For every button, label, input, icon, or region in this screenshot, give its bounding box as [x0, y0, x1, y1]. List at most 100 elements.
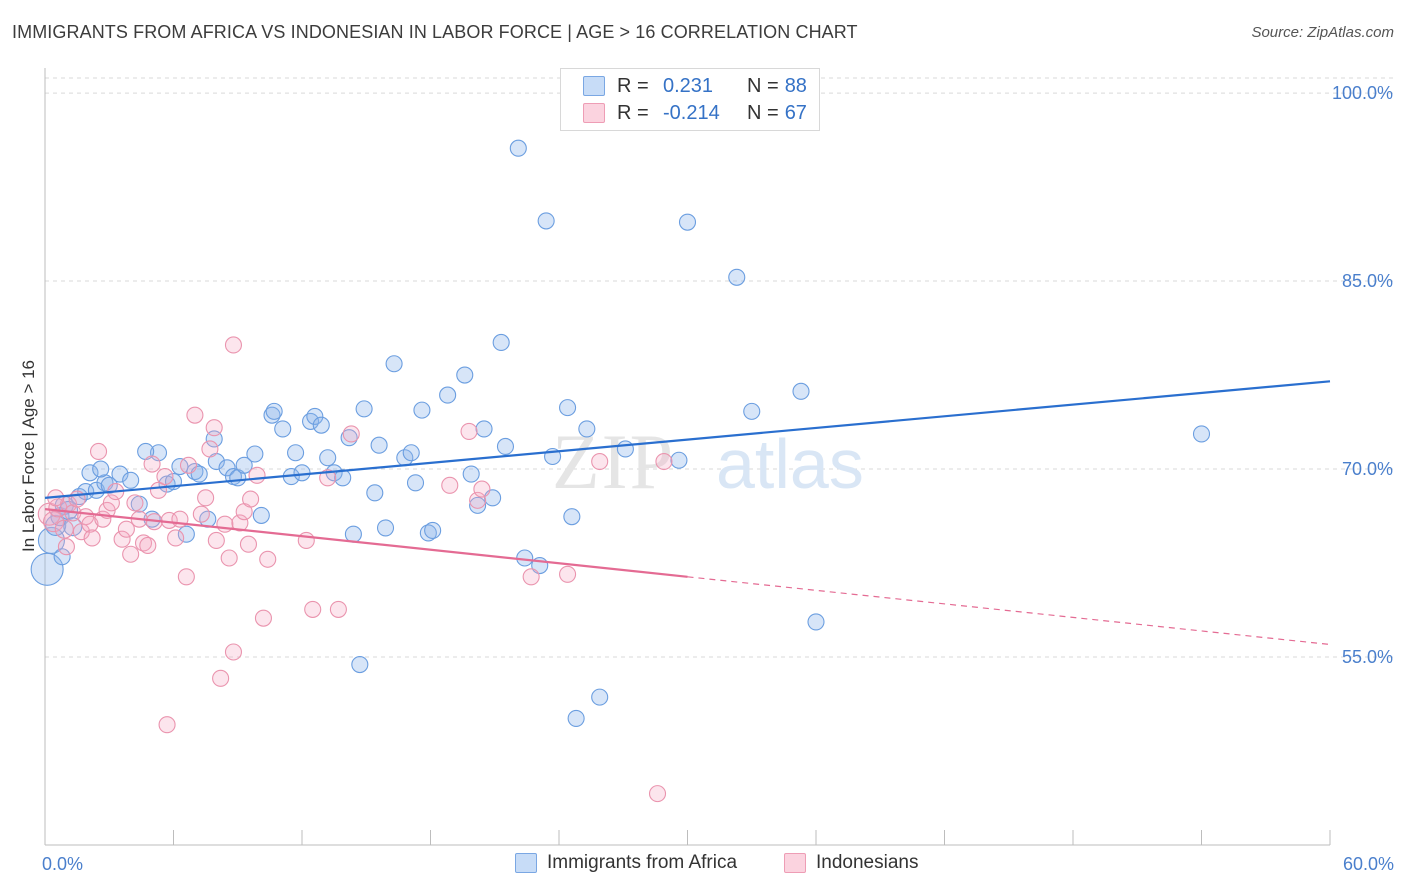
- data-point: [197, 489, 215, 507]
- data-point: [355, 400, 373, 418]
- data-point: [179, 456, 198, 474]
- data-point: [351, 655, 369, 674]
- data-point: [100, 476, 118, 494]
- watermark-atlas: atlas: [716, 425, 864, 503]
- data-point: [167, 529, 185, 547]
- data-point: [728, 268, 746, 286]
- data-point: [439, 386, 457, 404]
- x-tick-labels: 0.0% 60.0%: [42, 854, 1394, 874]
- chart-title: IMMIGRANTS FROM AFRICA VS INDONESIAN IN …: [12, 22, 858, 42]
- legend-label-indonesians: Indonesians: [816, 852, 919, 873]
- watermark-zip: ZIP: [552, 418, 675, 505]
- data-point: [537, 212, 555, 230]
- data-point: [376, 519, 395, 537]
- data-point: [522, 568, 540, 586]
- y-tick-labels: 55.0% 70.0% 85.0% 100.0%: [1332, 83, 1393, 667]
- data-point: [1192, 425, 1211, 443]
- legend-r-value: 0.231: [663, 74, 714, 97]
- data-point: [563, 508, 581, 526]
- data-point: [254, 609, 273, 627]
- data-point: [122, 545, 140, 563]
- data-point: [126, 494, 144, 512]
- data-point: [117, 520, 135, 538]
- data-point: [177, 525, 195, 543]
- data-point: [231, 514, 249, 532]
- data-point: [462, 465, 480, 483]
- x-tick-label: 0.0%: [42, 854, 83, 874]
- y-tick-label: 55.0%: [1342, 647, 1393, 667]
- data-point: [83, 529, 101, 547]
- series-africa: [30, 139, 1211, 727]
- data-point: [792, 382, 810, 400]
- data-point: [224, 336, 243, 354]
- legend-swatch-indonesians: [784, 853, 806, 873]
- legend-r-label: R =: [617, 101, 649, 124]
- data-point: [143, 455, 161, 473]
- data-point: [242, 490, 260, 508]
- trend-line-extension: [687, 576, 1331, 646]
- legend-swatch-africa: [515, 853, 537, 873]
- data-point: [655, 452, 673, 471]
- data-point: [54, 519, 74, 539]
- data-point: [248, 466, 266, 484]
- legend-row-africa: R = 0.231 N = 88: [583, 73, 807, 99]
- data-point: [274, 420, 292, 438]
- series-legend: Immigrants from Africa Indonesians: [0, 852, 1406, 876]
- data-point: [192, 505, 210, 523]
- y-tick-label: 100.0%: [1332, 83, 1393, 103]
- data-point: [186, 406, 204, 424]
- legend-item-indonesians[interactable]: Indonesians: [784, 852, 918, 874]
- legend-item-africa[interactable]: Immigrants from Africa: [515, 852, 737, 874]
- legend-row-indonesians: R = -0.214 N = 67: [583, 100, 807, 126]
- data-point: [591, 452, 609, 471]
- data-point: [306, 407, 324, 425]
- watermark: ZIP atlas: [552, 418, 864, 505]
- data-point: [57, 538, 75, 556]
- data-point: [53, 548, 71, 566]
- data-point: [102, 494, 120, 512]
- y-tick-label: 70.0%: [1342, 459, 1393, 479]
- data-points: [30, 139, 1211, 803]
- data-point: [81, 515, 99, 533]
- data-point: [441, 476, 459, 494]
- data-point: [670, 451, 688, 469]
- data-point: [473, 480, 491, 498]
- data-point: [156, 468, 174, 486]
- legend-n-label: N =: [747, 101, 779, 124]
- data-point: [205, 419, 223, 437]
- data-point: [678, 213, 697, 231]
- data-point: [509, 139, 527, 157]
- data-point: [402, 444, 420, 462]
- data-point: [218, 459, 236, 477]
- legend-n-label: N =: [747, 74, 779, 97]
- data-point: [113, 530, 131, 548]
- data-point: [456, 366, 474, 384]
- data-point: [297, 531, 315, 550]
- x-tick-label: 60.0%: [1343, 854, 1394, 874]
- data-point: [591, 688, 609, 706]
- data-point: [807, 613, 825, 631]
- data-point: [469, 491, 487, 509]
- data-point: [287, 444, 305, 462]
- data-point: [559, 565, 577, 583]
- data-point: [370, 436, 388, 454]
- data-point: [212, 669, 230, 687]
- trend-line: [44, 380, 1331, 499]
- data-point: [312, 416, 330, 434]
- axes: [44, 68, 1331, 846]
- data-point: [616, 440, 634, 458]
- data-point: [158, 716, 176, 734]
- data-point: [89, 442, 108, 461]
- y-tick-label: 85.0%: [1342, 271, 1393, 291]
- data-point: [492, 333, 510, 352]
- data-point: [246, 445, 264, 463]
- data-point: [139, 536, 157, 555]
- legend-r-value: -0.214: [663, 101, 720, 124]
- data-point: [559, 399, 577, 417]
- data-point: [366, 484, 384, 502]
- legend-n-value: 67: [784, 101, 807, 124]
- data-point: [475, 420, 493, 438]
- data-point: [567, 709, 585, 727]
- data-point: [259, 550, 277, 568]
- data-point: [239, 535, 258, 553]
